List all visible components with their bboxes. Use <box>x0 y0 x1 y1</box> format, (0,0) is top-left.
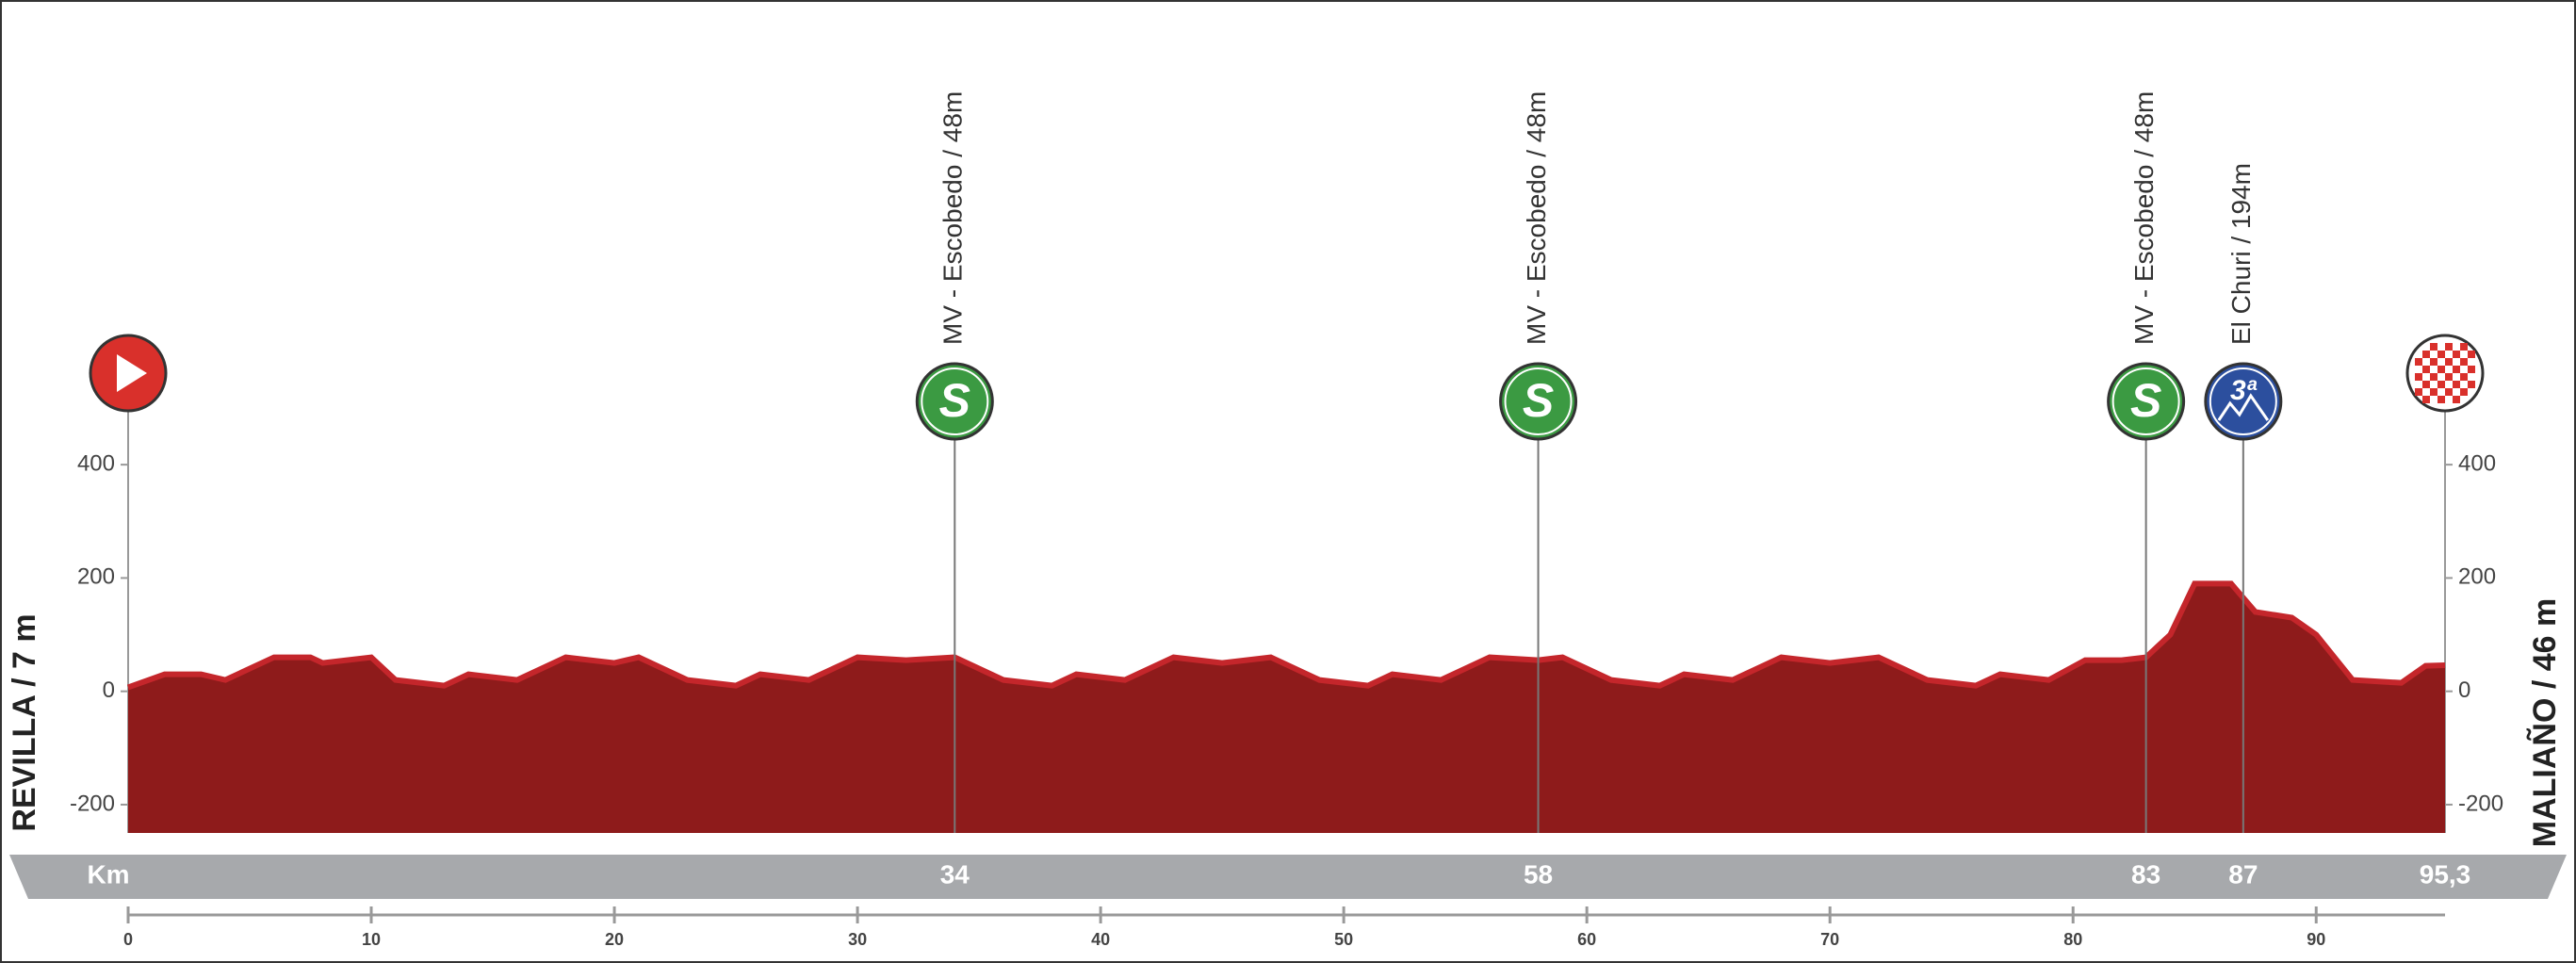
x-tick-label: 20 <box>605 930 624 949</box>
finish-check <box>2445 358 2453 366</box>
finish-check <box>2460 343 2468 351</box>
marker-icon: S <box>1523 374 1554 427</box>
x-tick-label: 0 <box>123 930 133 949</box>
marker-circle <box>2204 362 2283 441</box>
marker-circle <box>1499 362 1578 441</box>
finish-check <box>2430 388 2437 396</box>
km-label: 34 <box>940 859 970 889</box>
y-tick-label: 0 <box>103 677 115 703</box>
marker-ring <box>921 367 989 435</box>
x-tick-label: 90 <box>2307 930 2325 949</box>
finish-check <box>2430 343 2437 351</box>
finish-check <box>2460 388 2468 396</box>
x-tick-label: 50 <box>1334 930 1353 949</box>
start-label: REVILLA / 7 m <box>7 613 42 831</box>
profile-edge <box>126 580 2446 691</box>
profile-area <box>128 583 2445 833</box>
finish-check <box>2453 366 2460 373</box>
y-tick-label-right: 200 <box>2458 564 2496 590</box>
finish-check <box>2453 381 2460 388</box>
km-bar <box>9 855 2567 899</box>
marker-label: MV - Escobedo / 48m <box>2129 91 2159 345</box>
x-tick-label: 70 <box>1820 930 1839 949</box>
marker-label: El Churi / 194m <box>2226 163 2256 345</box>
climb-icon <box>2217 393 2270 421</box>
finish-check <box>2415 358 2422 366</box>
x-tick-label: 40 <box>1091 930 1110 949</box>
finish-check <box>2422 351 2430 358</box>
finish-check <box>2437 396 2445 403</box>
finish-check <box>2468 351 2475 358</box>
finish-check <box>2422 381 2430 388</box>
km-label: 58 <box>1524 859 1553 889</box>
marker-icon: 3ª <box>2230 375 2258 406</box>
km-label: 83 <box>2131 859 2160 889</box>
finish-check <box>2460 358 2468 366</box>
finish-check <box>2453 396 2460 403</box>
y-tick-label-right: 400 <box>2458 450 2496 476</box>
y-tick-label-right: 0 <box>2458 677 2470 703</box>
km-label: 87 <box>2228 859 2258 889</box>
marker-icon: S <box>2130 374 2161 427</box>
finish-check <box>2468 366 2475 373</box>
marker-icon: S <box>939 374 970 427</box>
x-tick-label: 10 <box>362 930 381 949</box>
marker-label: MV - Escobedo / 48m <box>1522 91 1551 345</box>
y-tick-label: 200 <box>77 564 115 590</box>
finish-check <box>2460 373 2468 381</box>
y-tick-label: 400 <box>77 450 115 476</box>
marker-ring <box>2209 367 2277 435</box>
finish-check <box>2415 373 2422 381</box>
finish-check <box>2415 388 2422 396</box>
finish-check <box>2445 373 2453 381</box>
finish-check <box>2422 366 2430 373</box>
finish-check <box>2422 396 2430 403</box>
y-tick-label: -200 <box>70 791 115 816</box>
finish-check <box>2430 373 2437 381</box>
finish-check <box>2437 351 2445 358</box>
marker-ring <box>1504 367 1573 435</box>
start-arrow <box>117 354 147 392</box>
marker-ring <box>2111 367 2180 435</box>
finish-check <box>2430 358 2437 366</box>
x-tick-label: 80 <box>2063 930 2082 949</box>
finish-check <box>2445 343 2453 351</box>
km-label-finish: 95,3 <box>2420 859 2471 889</box>
y-tick-label-right: -200 <box>2458 791 2503 816</box>
km-title: Km <box>87 859 129 889</box>
x-tick-label: 30 <box>848 930 867 949</box>
marker-label: MV - Escobedo / 48m <box>938 91 968 345</box>
finish-check <box>2445 388 2453 396</box>
finish-label: MALIAÑO / 46 m <box>2527 598 2563 847</box>
finish-check <box>2437 366 2445 373</box>
finish-check <box>2453 351 2460 358</box>
finish-check <box>2468 381 2475 388</box>
marker-circle <box>915 362 994 441</box>
x-tick-label: 60 <box>1577 930 1596 949</box>
finish-check <box>2437 381 2445 388</box>
marker-circle <box>2107 362 2186 441</box>
